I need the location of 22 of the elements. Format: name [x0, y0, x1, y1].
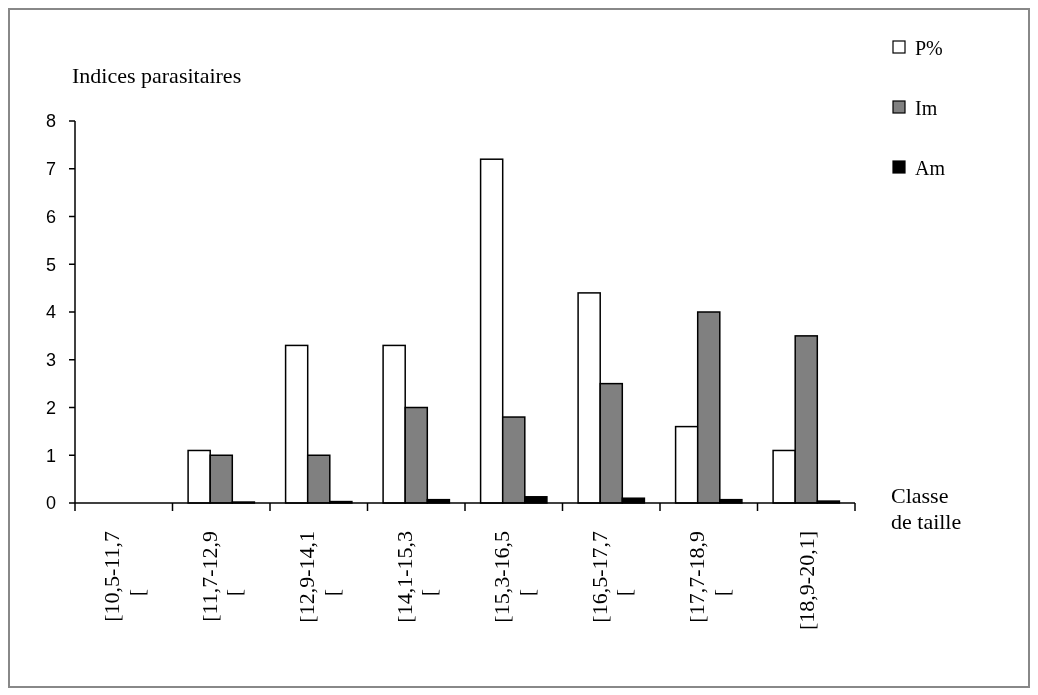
- y-tick-label: 7: [45, 159, 57, 180]
- y-tick-label: 8: [45, 111, 57, 132]
- y-tick-label: 1: [45, 445, 57, 466]
- y-axis-title: Indices parasitaires: [72, 63, 242, 88]
- x-tick-label: [15,3-16,5 [: [489, 531, 539, 623]
- y-tick-label: 2: [45, 397, 57, 418]
- x-tick-label: [11,7-12,9 [: [196, 531, 247, 622]
- x-tick-label: [18,9-20,1]: [793, 531, 819, 630]
- x-tick-label: [14,1-15,3 [: [391, 531, 442, 623]
- x-tick-label: [17,7-18,9 [: [684, 531, 734, 623]
- legend-label: P%: [915, 37, 943, 59]
- y-tick-label: 0: [45, 493, 57, 514]
- legend-label: Am: [915, 157, 946, 179]
- y-tick-label: 5: [45, 254, 57, 275]
- y-tick-label: 3: [45, 350, 57, 371]
- legend-label: Im: [915, 97, 938, 119]
- x-axis-title: Classe de taille: [891, 483, 962, 535]
- x-tick-label: [16,5-17,7 [: [586, 531, 637, 623]
- x-tick-label: [10,5-11,7 [: [99, 531, 149, 622]
- x-tick-label: [12,9-14,1 [: [294, 531, 344, 623]
- y-tick-label: 4: [45, 302, 57, 323]
- y-tick-label: 6: [45, 206, 57, 227]
